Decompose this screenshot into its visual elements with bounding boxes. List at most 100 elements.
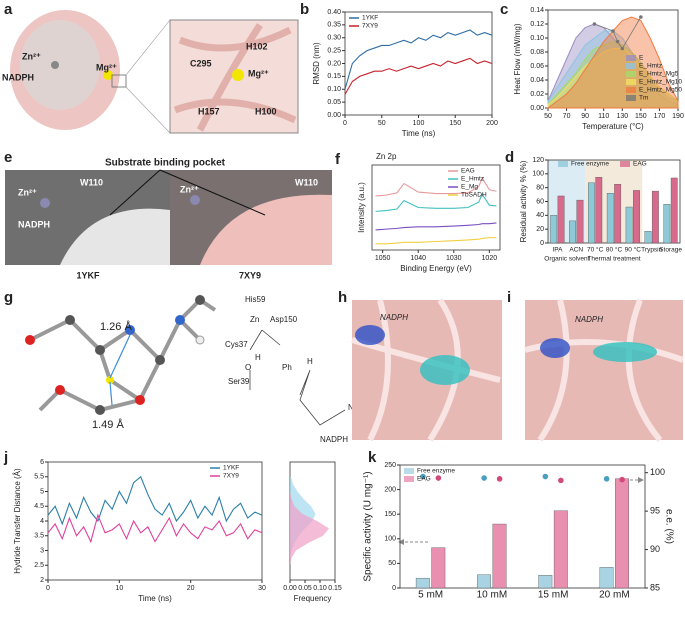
panel-letter: g <box>4 289 13 306</box>
y2-axis-label: e.e. (%) <box>663 509 674 544</box>
y2-tick-label: 85 <box>650 582 660 592</box>
data-line <box>344 29 493 90</box>
bar <box>550 215 558 244</box>
x-tick-label: 15 mM <box>538 590 569 601</box>
x-tick-label: 130 <box>616 113 628 120</box>
x-axis-label: Frequency <box>294 594 332 603</box>
marker <box>620 46 625 51</box>
legend-label: EAG <box>633 161 647 168</box>
x-tick-label: 170 <box>654 113 666 120</box>
bar <box>599 567 614 589</box>
point <box>542 473 549 480</box>
y2-tick-label: 100 <box>650 467 665 477</box>
panel-letter: e <box>4 149 12 166</box>
y-tick-label: 0.02 <box>530 91 544 98</box>
y2-tick-label: 90 <box>650 544 660 554</box>
point <box>496 476 503 482</box>
legend-swatch <box>404 476 414 482</box>
x-tick-label: 90 <box>581 113 589 120</box>
chart-title: Zn 2p <box>376 152 397 161</box>
x-tick-label: 10 <box>115 585 123 592</box>
data-area <box>547 48 679 109</box>
bar <box>651 190 659 244</box>
y-tick-label: 200 <box>384 486 396 493</box>
legend-label: 7XY9 <box>362 23 378 30</box>
legend-label: E_Hmtz_Mg10 <box>639 79 682 86</box>
legend-label: E_Hmtz <box>461 176 484 183</box>
data-line <box>47 475 263 526</box>
legend-label: E_Hmtz <box>639 63 662 70</box>
bar <box>553 510 568 589</box>
legend-label: E <box>639 55 644 62</box>
bar <box>588 182 595 244</box>
chem-label: Asp150 <box>270 315 298 324</box>
bar <box>663 204 671 244</box>
legend-swatch <box>626 87 636 93</box>
y-tick-label: 0.20 <box>327 60 341 67</box>
bar <box>538 575 553 589</box>
y-tick-label: 0.10 <box>327 86 341 93</box>
point <box>481 475 487 481</box>
y-tick-label: 0 <box>540 240 544 247</box>
x-tick-label: 0.05 <box>298 585 312 592</box>
label: Mg²⁺ <box>96 62 117 72</box>
x-tick-label: 80 °C <box>606 246 623 254</box>
label: H157 <box>198 106 220 116</box>
legend-label: TbSADH <box>461 192 487 199</box>
bar <box>415 577 430 589</box>
ligand <box>420 355 470 385</box>
x-tick-label: 10 mM <box>477 590 508 601</box>
chem-label: H <box>307 357 313 366</box>
ligand <box>593 342 657 362</box>
point <box>420 473 426 480</box>
y-axis-label: Hydride Transfer Distance (Å) <box>13 468 22 574</box>
y-tick-label: 0.04 <box>530 77 544 84</box>
x-tick-label: 0 <box>46 585 50 592</box>
y-axis-label: Specific activity (U mg⁻¹) <box>363 471 374 581</box>
point <box>603 476 610 482</box>
legend-swatch <box>620 161 630 167</box>
bar <box>644 231 652 244</box>
legend-label: 1YKF <box>362 15 378 22</box>
bar <box>595 177 603 244</box>
y-tick-label: 20 <box>536 226 544 233</box>
y-tick-label: 0.35 <box>327 22 341 29</box>
plot-frame <box>371 164 501 251</box>
x-tick-label: 110 <box>598 113 609 120</box>
x-tick-label: IPA <box>552 247 563 254</box>
panel-letter: i <box>507 289 511 306</box>
panel-letter: j <box>3 449 8 466</box>
legend-swatch <box>404 468 414 474</box>
ligand <box>540 338 570 358</box>
x-tick-label: ACN <box>569 247 583 254</box>
bar <box>614 184 622 244</box>
chem-label: Cys37 <box>225 340 248 349</box>
label: C295 <box>190 58 212 68</box>
y-tick-label: 0.15 <box>327 73 341 80</box>
x-tick-label: Storage <box>659 247 682 254</box>
data-line <box>375 193 497 212</box>
y-tick-label: 0.05 <box>327 99 341 106</box>
y-tick-label: 0.30 <box>327 35 341 42</box>
label: Zn²⁺ <box>18 187 37 197</box>
data-line <box>375 222 497 231</box>
y-tick-label: 0.00 <box>327 112 341 119</box>
x-axis-label: Time (ns) <box>138 594 172 603</box>
y-tick-label: 0.08 <box>530 49 544 56</box>
y-tick-label: 2 <box>40 577 44 584</box>
marker <box>592 22 597 26</box>
legend-label: Free enzyme <box>417 468 455 475</box>
x-tick-label: 100 <box>413 120 425 127</box>
data-area <box>546 16 679 109</box>
atom <box>190 195 200 205</box>
label: NADPH <box>2 72 34 82</box>
x-tick-label: 1020 <box>482 255 498 262</box>
marker <box>639 15 643 19</box>
x-tick-label: 1050 <box>375 255 391 262</box>
y-tick-label: 6 <box>40 459 44 466</box>
legend-swatch <box>626 79 636 85</box>
atom <box>40 198 50 208</box>
panel-letter: h <box>338 289 347 306</box>
distance-label: 1.49 Å <box>92 418 124 431</box>
y-tick-label: 60 <box>536 198 544 205</box>
